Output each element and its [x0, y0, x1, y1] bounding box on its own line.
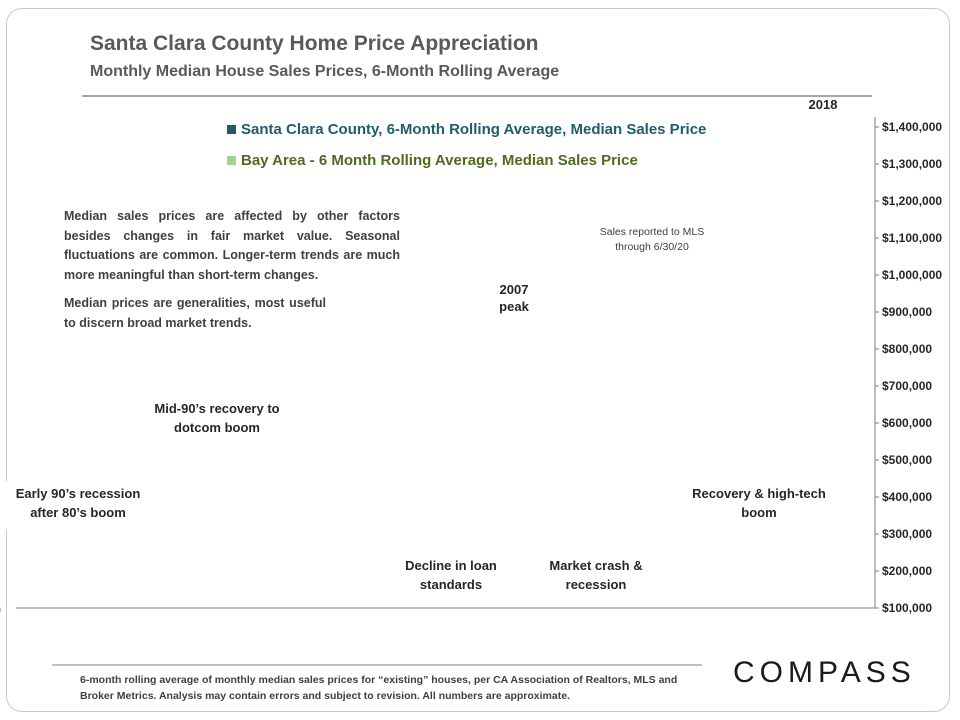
y-tick-label: $300,000 [882, 527, 932, 541]
annotation-early-90s: Early 90’s recession after 80’s boom [5, 481, 151, 529]
y-tick-label: $500,000 [882, 453, 932, 467]
annotation-2018: 2018 [808, 97, 838, 112]
y-tick-label: $700,000 [882, 379, 932, 393]
legend-swatch-bay-area [227, 156, 236, 165]
footer-divider [52, 664, 702, 666]
legend-label-santa-clara: Santa Clara County, 6-Month Rolling Aver… [241, 121, 707, 138]
legend-swatch-santa-clara [227, 125, 236, 134]
annotation-2007-peak: 2007 peak [499, 282, 529, 314]
chart-subtitle: Monthly Median House Sales Prices, 6-Mon… [90, 63, 560, 80]
y-tick-label: $200,000 [882, 564, 932, 578]
y-tick-label: $1,300,000 [882, 157, 942, 171]
y-axis-ticks: $100,000 $200,000 $300,000 $400,000 $500,000… [875, 120, 942, 615]
legend-label-bay-area: Bay Area - 6 Month Rolling Average, Medi… [241, 152, 638, 169]
y-tick-label: $1,200,000 [882, 194, 942, 208]
y-tick-label: $1,000,000 [882, 268, 942, 282]
title-divider [82, 95, 872, 97]
y-tick-label: $600,000 [882, 416, 932, 430]
axis-layer [16, 117, 876, 609]
note-median-generalities: Median prices are generalities, most use… [64, 296, 326, 330]
y-tick-label: $100,000 [882, 601, 932, 615]
annotation-market-crash: Market crash & recession [537, 553, 655, 599]
legend-bay-area: Bay Area - 6 Month Rolling Average, Medi… [227, 152, 638, 169]
legend-santa-clara: Santa Clara County, 6-Month Rolling Aver… [227, 121, 706, 138]
note-mls-date: Sales reported to MLS through 6/30/20 [599, 226, 705, 253]
y-tick-label: $1,100,000 [882, 231, 942, 245]
compass-logo: COMPASS [733, 656, 916, 689]
annotation-mid-90s: Mid-90’s recovery to dotcom boom [152, 396, 282, 444]
y-tick-label: $800,000 [882, 342, 932, 356]
y-tick-label: $900,000 [882, 305, 932, 319]
note-median-factors: Median sales prices are affected by othe… [64, 209, 400, 282]
y-tick-label: $1,400,000 [882, 120, 942, 134]
annotation-recovery: Recovery & high-tech boom [673, 481, 845, 527]
annotation-loan-standards: Decline in loan standards [390, 553, 512, 599]
y-tick-label: $400,000 [882, 490, 932, 504]
footnote: 6-month rolling average of monthly media… [80, 674, 678, 702]
chart-title: Santa Clara County Home Price Appreciati… [90, 32, 539, 55]
